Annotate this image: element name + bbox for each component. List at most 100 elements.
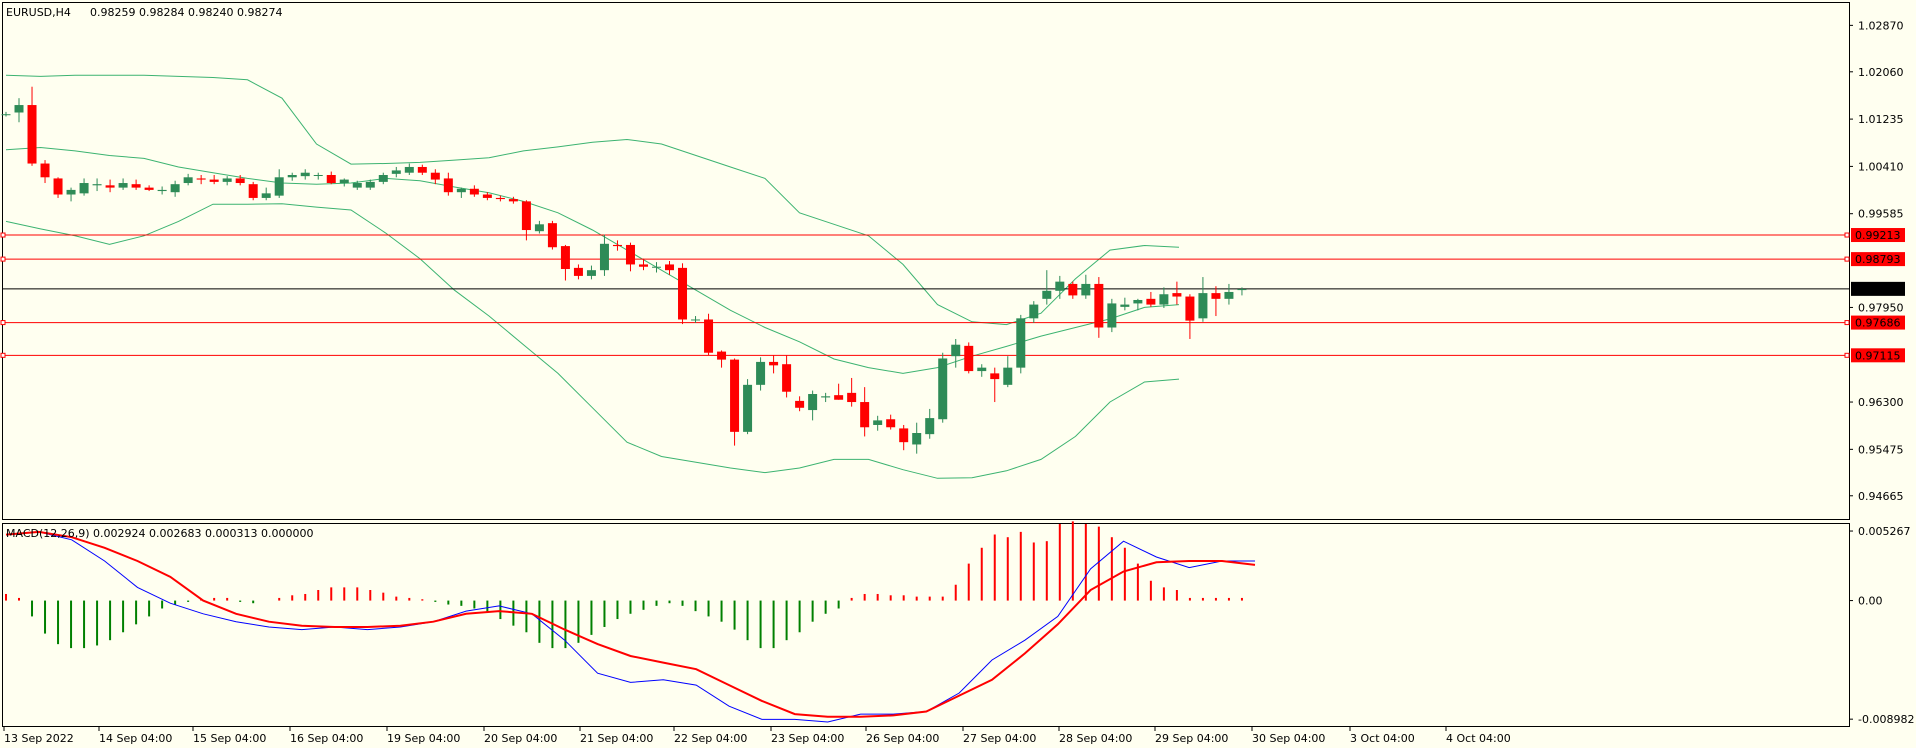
time-tick-label: 3 Oct 04:00 (1350, 732, 1415, 745)
candle-body (886, 419, 896, 428)
candle-body (951, 344, 961, 357)
level-price-badge (1851, 228, 1905, 243)
level-marker-left-0 (0, 232, 6, 238)
candle-body (665, 264, 675, 271)
candle-body (404, 166, 414, 173)
candle-body (599, 243, 609, 271)
level-marker-right-1 (1844, 256, 1850, 262)
level-price-label: 0.98793 (1855, 253, 1901, 266)
macd-series (5, 521, 1256, 723)
candle-body (860, 402, 870, 428)
candle-body (144, 187, 154, 190)
time-tick-label: 13 Sep 2022 (4, 732, 74, 745)
candle-body (235, 178, 245, 184)
candle-body (638, 264, 648, 267)
candle-body (612, 244, 622, 247)
bollinger-middle-band (5, 146, 1180, 374)
candle-body (573, 267, 583, 276)
candle-body (1107, 303, 1117, 328)
time-tick-label: 22 Sep 04:00 (674, 732, 747, 745)
time-tick-label: 4 Oct 04:00 (1446, 732, 1511, 745)
candle-body (678, 267, 688, 320)
level-price-badge (1851, 315, 1905, 330)
price-tick-label: 0.96300 (1858, 396, 1904, 409)
level-marker-left-3 (0, 352, 6, 358)
candle-body (313, 175, 323, 176)
bollinger-lower-band (5, 203, 1180, 479)
level-price-label: 0.99213 (1855, 229, 1901, 242)
candle-body (1159, 294, 1169, 305)
candle-body (717, 351, 727, 360)
level-marker-left-2 (0, 320, 6, 326)
candle-body (586, 270, 596, 276)
candle-body (131, 184, 141, 188)
candle-body (443, 178, 453, 193)
candle-body (977, 367, 987, 372)
candle-body (912, 433, 922, 445)
candle-body (183, 177, 193, 184)
price-tick-label: 1.02060 (1858, 66, 1904, 79)
candle-body (1133, 299, 1143, 304)
candle-body (1120, 304, 1130, 307)
candle-body (938, 358, 948, 420)
candle-body (743, 384, 753, 432)
candle-body (326, 175, 336, 184)
level-price-label: 0.97115 (1855, 349, 1901, 362)
candle-body (834, 395, 844, 400)
candle-body (534, 224, 544, 232)
price-tick-label: 1.00410 (1858, 160, 1904, 173)
candle-body (456, 188, 466, 193)
candle-body (1, 114, 11, 116)
candle-body (625, 244, 635, 265)
candle-body (1237, 289, 1247, 291)
candle-body (14, 105, 24, 113)
price-tick-label: 0.94665 (1858, 490, 1904, 503)
candle-body (1042, 290, 1052, 299)
candle-body (821, 396, 831, 398)
candle-body (730, 359, 740, 432)
candle-body (769, 361, 779, 366)
candle-body (964, 345, 974, 372)
candle-body (417, 166, 427, 173)
time-tick-label: 16 Sep 04:00 (290, 732, 363, 745)
price-tick-label: 0.95475 (1858, 443, 1904, 456)
candle-body (521, 201, 531, 231)
candle-body (79, 183, 89, 194)
candlesticks (1, 86, 1247, 454)
candle-body (547, 223, 557, 248)
time-tick-label: 19 Sep 04:00 (387, 732, 460, 745)
time-tick-label: 30 Sep 04:00 (1252, 732, 1325, 745)
candle-body (1081, 283, 1091, 296)
candle-body (795, 400, 805, 408)
candle-body (222, 178, 232, 182)
candle-body (27, 105, 37, 164)
candle-body (482, 194, 492, 198)
candle-body (157, 189, 167, 192)
price-axis: 1.02870 1.02060 1.01235 1.00410 0.99585 0.979… (1849, 19, 1905, 503)
candle-body (704, 319, 714, 353)
horizontal-levels (0, 232, 1850, 358)
macd-tick-label: 0.005267 (1858, 525, 1911, 538)
time-tick-label: 27 Sep 04:00 (963, 732, 1036, 745)
candle-body (1094, 283, 1104, 328)
time-axis: 13 Sep 2022 14 Sep 04:00 15 Sep 04:00 16 Se… (3, 726, 1511, 745)
level-marker-left-1 (0, 256, 6, 262)
candle-body (899, 428, 909, 443)
candle-body (1146, 298, 1156, 305)
candle-body (352, 183, 362, 188)
price-tick-label: 1.01235 (1858, 113, 1904, 126)
time-tick-label: 28 Sep 04:00 (1059, 732, 1132, 745)
macd-tick-label: -0.008982 (1858, 713, 1914, 726)
candle-body (691, 319, 701, 321)
candle-body (339, 179, 349, 184)
level-marker-right-3 (1844, 352, 1850, 358)
price-tick-label: 1.02870 (1858, 19, 1904, 32)
candle-body (274, 177, 284, 196)
candle-body (300, 172, 310, 177)
macd-header: MACD(12,26,9) 0.002924 0.002683 0.000313… (6, 527, 313, 540)
macd-axis: 0.005267 0.00 -0.008982 (1849, 525, 1914, 726)
level-price-label: 0.97686 (1855, 317, 1901, 330)
time-tick-label: 15 Sep 04:00 (193, 732, 266, 745)
candle-body (782, 364, 792, 392)
